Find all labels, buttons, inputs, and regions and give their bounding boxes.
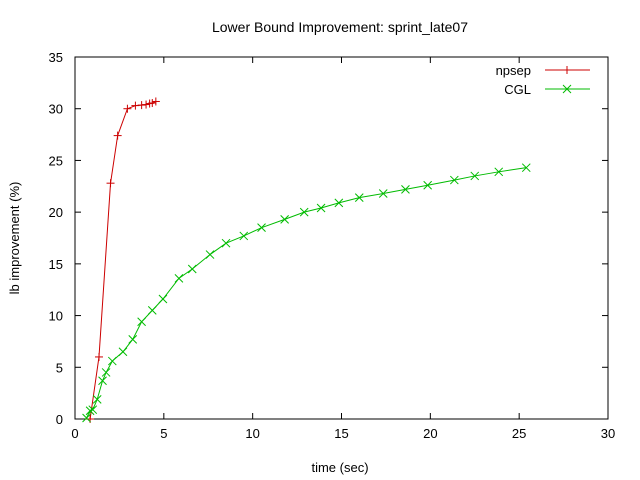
y-tick-label: 35 bbox=[49, 50, 63, 65]
data-point bbox=[118, 347, 128, 357]
x-tick-label: 5 bbox=[160, 426, 167, 441]
data-point bbox=[239, 231, 249, 241]
data-point bbox=[85, 406, 95, 416]
data-point bbox=[88, 405, 98, 415]
chart-title: Lower Bound Improvement: sprint_late07 bbox=[212, 19, 468, 35]
data-point bbox=[98, 376, 107, 386]
data-point bbox=[82, 413, 91, 423]
axis-ticks: 0 5 10 15 20 25 30 0 5 10 15 20 25 30 35 bbox=[49, 50, 616, 441]
x-tick-label: 10 bbox=[245, 426, 259, 441]
data-point bbox=[92, 394, 102, 404]
data-point bbox=[449, 175, 459, 185]
y-axis-label: lb improvement (%) bbox=[7, 182, 22, 295]
series-line bbox=[86, 167, 527, 419]
data-point bbox=[378, 189, 388, 198]
x-tick-label: 25 bbox=[512, 426, 526, 441]
series-layer bbox=[82, 97, 531, 423]
data-point bbox=[107, 356, 117, 366]
legend-label: CGL bbox=[504, 82, 531, 97]
series-cgl bbox=[82, 163, 531, 423]
data-point bbox=[128, 335, 138, 344]
legend-marker bbox=[562, 84, 572, 94]
y-tick-label: 5 bbox=[56, 360, 63, 375]
data-point bbox=[423, 180, 433, 190]
data-point bbox=[401, 185, 410, 194]
y-tick-label: 20 bbox=[49, 205, 63, 220]
x-axis-label: time (sec) bbox=[311, 460, 368, 475]
data-point bbox=[470, 171, 480, 181]
y-tick-label: 30 bbox=[49, 102, 63, 117]
x-tick-label: 15 bbox=[334, 426, 348, 441]
data-point bbox=[147, 306, 157, 315]
y-tick-label: 25 bbox=[49, 153, 63, 168]
data-point bbox=[221, 238, 231, 248]
data-point bbox=[257, 223, 266, 233]
data-point bbox=[187, 264, 197, 274]
data-point bbox=[316, 203, 326, 213]
data-point bbox=[354, 193, 364, 203]
series-npsep bbox=[86, 97, 160, 423]
legend: npsep CGL bbox=[496, 63, 590, 97]
x-tick-label: 0 bbox=[71, 426, 78, 441]
data-point bbox=[494, 167, 504, 177]
legend-label: npsep bbox=[496, 63, 531, 78]
y-tick-label: 10 bbox=[49, 309, 63, 324]
data-point bbox=[174, 273, 184, 283]
data-point bbox=[137, 317, 146, 327]
data-point bbox=[205, 250, 215, 259]
data-point bbox=[521, 163, 531, 173]
y-tick-label: 0 bbox=[56, 412, 63, 427]
data-point bbox=[101, 368, 111, 377]
series-line bbox=[89, 101, 157, 420]
data-point bbox=[334, 198, 344, 208]
data-point bbox=[299, 207, 309, 217]
data-point bbox=[280, 215, 290, 224]
data-point bbox=[158, 294, 168, 304]
x-tick-label: 20 bbox=[423, 426, 437, 441]
x-tick-label: 30 bbox=[601, 426, 615, 441]
y-tick-label: 15 bbox=[49, 257, 63, 272]
plot-frame bbox=[74, 56, 609, 420]
